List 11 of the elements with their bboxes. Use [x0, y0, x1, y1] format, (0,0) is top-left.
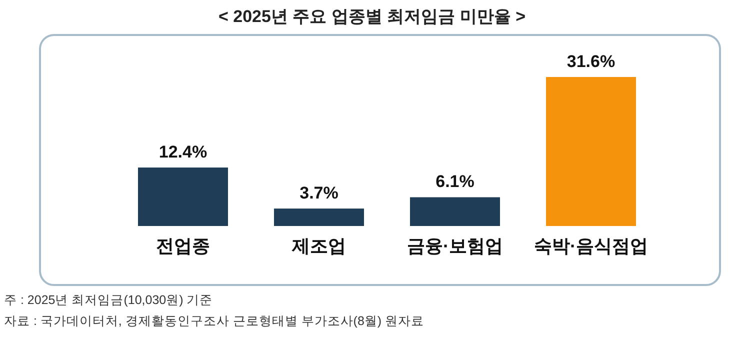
data-label: 6.1% [436, 172, 474, 192]
title: < 2025년 주요 업종별 최저임금 미만율 > [218, 7, 526, 26]
x-tick-label: 숙박·음식점업 [534, 236, 648, 256]
text: 주 : 2025년 최저임금(10,030원) 기준 [4, 293, 213, 307]
data-label: 12.4% [158, 142, 208, 162]
data-label: 3.7% [300, 184, 338, 203]
x-tick-label: 제조업 [291, 236, 346, 256]
x-tick-label: 금융·보험업 [407, 236, 503, 256]
data-label: 31.6% [566, 52, 616, 71]
x-tick-label: 전업종 [156, 236, 210, 256]
text: 자료 : 국가데이터처, 경제활동인구조사 근로형태별 부가조사(8월) 원자료 [4, 314, 424, 328]
